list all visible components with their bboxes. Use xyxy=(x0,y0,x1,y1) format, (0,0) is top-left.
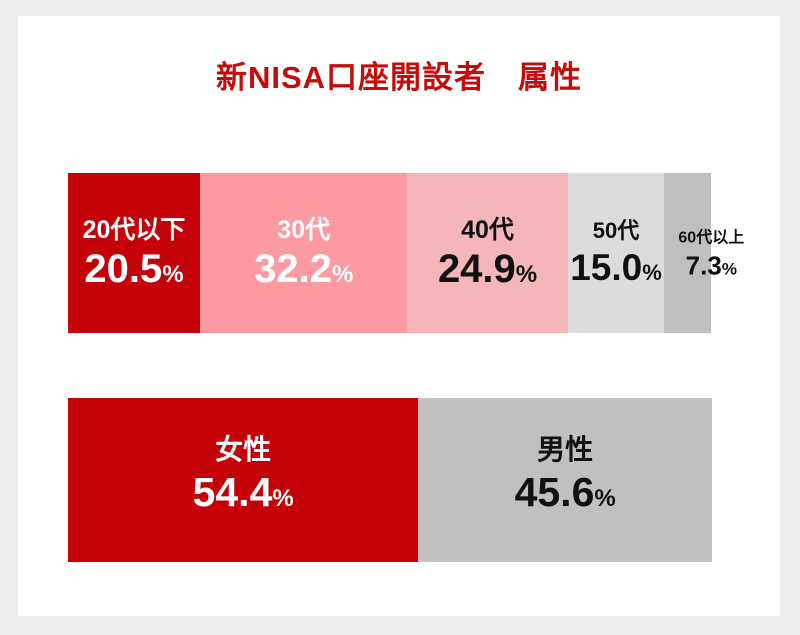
segment-label: 40代 24.9% xyxy=(438,214,537,293)
segment-category-label: 40代 xyxy=(461,215,514,244)
segment-value-number: 7.3 xyxy=(685,249,722,280)
segment-value: 7.3% xyxy=(678,249,744,281)
age-distribution-segment-2: 30代 32.2% xyxy=(200,173,408,333)
segment-category-label: 50代 xyxy=(592,218,640,244)
segment-value: 20.5% xyxy=(83,246,186,292)
percent-sign: % xyxy=(642,260,662,286)
segment-label: 20代以下 20.5% xyxy=(83,214,186,293)
segment-value: 15.0% xyxy=(570,247,662,290)
age-distribution-segment-3: 40代 24.9% xyxy=(407,173,568,333)
segment-value: 45.6% xyxy=(515,468,616,517)
segment-value: 54.4% xyxy=(193,468,294,517)
segment-value-number: 54.4 xyxy=(192,469,273,516)
percent-sign: % xyxy=(721,258,737,278)
segment-label: 男性 45.6% xyxy=(515,431,616,518)
segment-label: 30代 32.2% xyxy=(254,214,353,293)
segment-value-number: 15.0 xyxy=(570,247,643,289)
percent-sign: % xyxy=(162,261,184,289)
age-distribution-segment-4: 50代 15.0% xyxy=(567,173,665,333)
percent-sign: % xyxy=(594,485,616,513)
segment-value-number: 32.2 xyxy=(254,247,332,292)
segment-category-label: 女性 xyxy=(215,433,272,465)
age-distribution-segment-1: 20代以下 20.5% xyxy=(68,173,201,333)
segment-label: 50代 15.0% xyxy=(570,216,662,289)
segment-value: 24.9% xyxy=(438,246,537,292)
segment-label: 女性 54.4% xyxy=(193,431,294,518)
segment-category-label: 男性 xyxy=(537,433,594,465)
chart-title: 新NISA口座開設者 属性 xyxy=(215,60,583,95)
gender-distribution-segment-2: 男性 45.6% xyxy=(418,398,712,562)
age-distribution-bar: 20代以下 20.5% 30代 32.2% 40代 24.9% 50代 15.0% 60代以上 7… xyxy=(68,173,744,333)
percent-sign: % xyxy=(331,261,354,289)
segment-category-label: 60代以上 xyxy=(678,229,745,247)
gender-distribution-segment-1: 女性 54.4% xyxy=(68,398,419,562)
percent-sign: % xyxy=(272,485,294,513)
segment-value-number: 24.9 xyxy=(437,247,516,292)
segment-value-number: 20.5 xyxy=(84,247,163,292)
segment-value: 32.2% xyxy=(254,246,353,292)
segment-value-number: 45.6 xyxy=(514,469,595,516)
segment-category-label: 20代以下 xyxy=(82,215,186,244)
segment-label: 60代以上 7.3% xyxy=(678,225,744,280)
percent-sign: % xyxy=(515,261,538,289)
gender-distribution-bar: 女性 54.4% 男性 45.6% xyxy=(68,398,712,562)
age-distribution-segment-5: 60代以上 7.3% xyxy=(664,173,744,333)
chart-card: 新NISA口座開設者 属性 20代以下 20.5% 30代 32.2% 40代 24.9%… xyxy=(18,16,780,616)
segment-category-label: 30代 xyxy=(277,215,331,244)
